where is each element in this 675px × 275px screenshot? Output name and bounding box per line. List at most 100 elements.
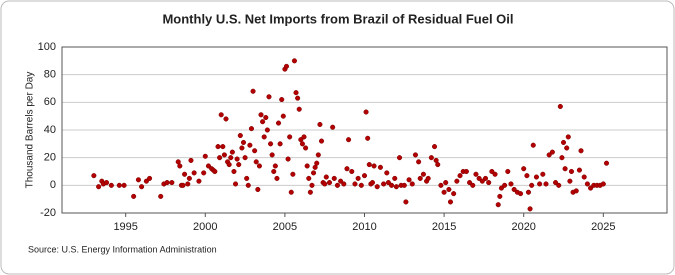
point <box>255 186 261 193</box>
point <box>182 171 188 177</box>
point <box>205 163 212 169</box>
point <box>479 178 485 184</box>
point <box>232 181 239 187</box>
point <box>567 178 573 184</box>
y-axis-label: Thousand Barrels per Day <box>25 72 36 189</box>
point <box>344 166 350 172</box>
point <box>576 167 582 173</box>
point <box>226 162 232 168</box>
point <box>447 199 454 205</box>
point <box>341 181 347 187</box>
point <box>451 191 457 197</box>
point <box>365 135 371 141</box>
point <box>290 171 296 177</box>
point <box>416 159 422 165</box>
point <box>330 124 336 130</box>
point <box>188 157 194 163</box>
point <box>311 170 317 176</box>
point <box>280 113 286 119</box>
point <box>263 115 269 121</box>
x-tick-label: 2015 <box>432 221 456 233</box>
point <box>454 178 460 184</box>
point <box>307 189 313 195</box>
point <box>326 180 333 186</box>
point <box>202 153 208 159</box>
point <box>242 155 248 161</box>
point <box>252 148 258 154</box>
point <box>381 181 387 187</box>
point <box>234 156 240 162</box>
point <box>301 134 307 140</box>
y-tick-label: -20 <box>40 207 56 219</box>
y-tick-label: 100 <box>38 41 56 53</box>
point <box>497 193 503 199</box>
point <box>565 134 571 140</box>
point <box>268 141 274 147</box>
point <box>417 175 423 181</box>
point <box>143 178 149 184</box>
point <box>562 166 568 172</box>
point <box>131 193 137 199</box>
point <box>271 168 277 175</box>
y-tick-label: 80 <box>44 69 56 81</box>
point <box>277 141 283 147</box>
point <box>406 177 412 183</box>
point <box>443 180 449 186</box>
x-tick-label: 2010 <box>352 221 376 233</box>
point <box>529 182 535 188</box>
x-tick-label: 1995 <box>113 221 137 233</box>
point <box>502 182 508 188</box>
point <box>231 168 237 175</box>
point <box>603 160 610 166</box>
x-tick-label: 2025 <box>591 221 615 233</box>
chart-title: Monthly U.S. Net Imports from Brazil of … <box>162 11 513 26</box>
y-tick-label: 0 <box>50 179 56 191</box>
point <box>573 188 579 194</box>
point <box>293 90 299 96</box>
point <box>196 178 202 184</box>
point <box>525 189 532 195</box>
point <box>600 181 606 187</box>
point <box>505 168 511 175</box>
point <box>385 180 391 186</box>
point <box>473 171 479 177</box>
point <box>215 144 221 150</box>
point <box>220 144 226 150</box>
point <box>584 181 590 187</box>
point <box>564 145 570 151</box>
point <box>524 173 530 179</box>
source: Source: U.S. Energy Information Administ… <box>28 244 217 254</box>
point <box>556 182 562 188</box>
point <box>212 168 218 175</box>
point <box>218 112 224 118</box>
point <box>441 189 447 195</box>
point <box>201 170 207 176</box>
point <box>403 199 409 205</box>
point <box>371 163 377 169</box>
point <box>135 177 141 183</box>
point <box>274 175 280 181</box>
point <box>352 181 358 187</box>
point <box>393 184 399 190</box>
point <box>229 149 235 155</box>
point <box>392 175 398 181</box>
point <box>463 168 469 175</box>
point <box>186 175 192 181</box>
point <box>546 152 552 158</box>
point <box>377 164 383 170</box>
point <box>147 175 153 181</box>
point <box>104 180 110 186</box>
point <box>389 182 395 188</box>
point <box>275 120 282 126</box>
point <box>299 141 305 147</box>
point <box>258 112 264 118</box>
point <box>244 175 250 181</box>
point <box>264 127 270 133</box>
point <box>349 168 355 175</box>
point <box>331 175 337 181</box>
point <box>217 155 223 161</box>
point <box>521 166 527 172</box>
point <box>428 155 434 161</box>
point <box>315 152 321 158</box>
